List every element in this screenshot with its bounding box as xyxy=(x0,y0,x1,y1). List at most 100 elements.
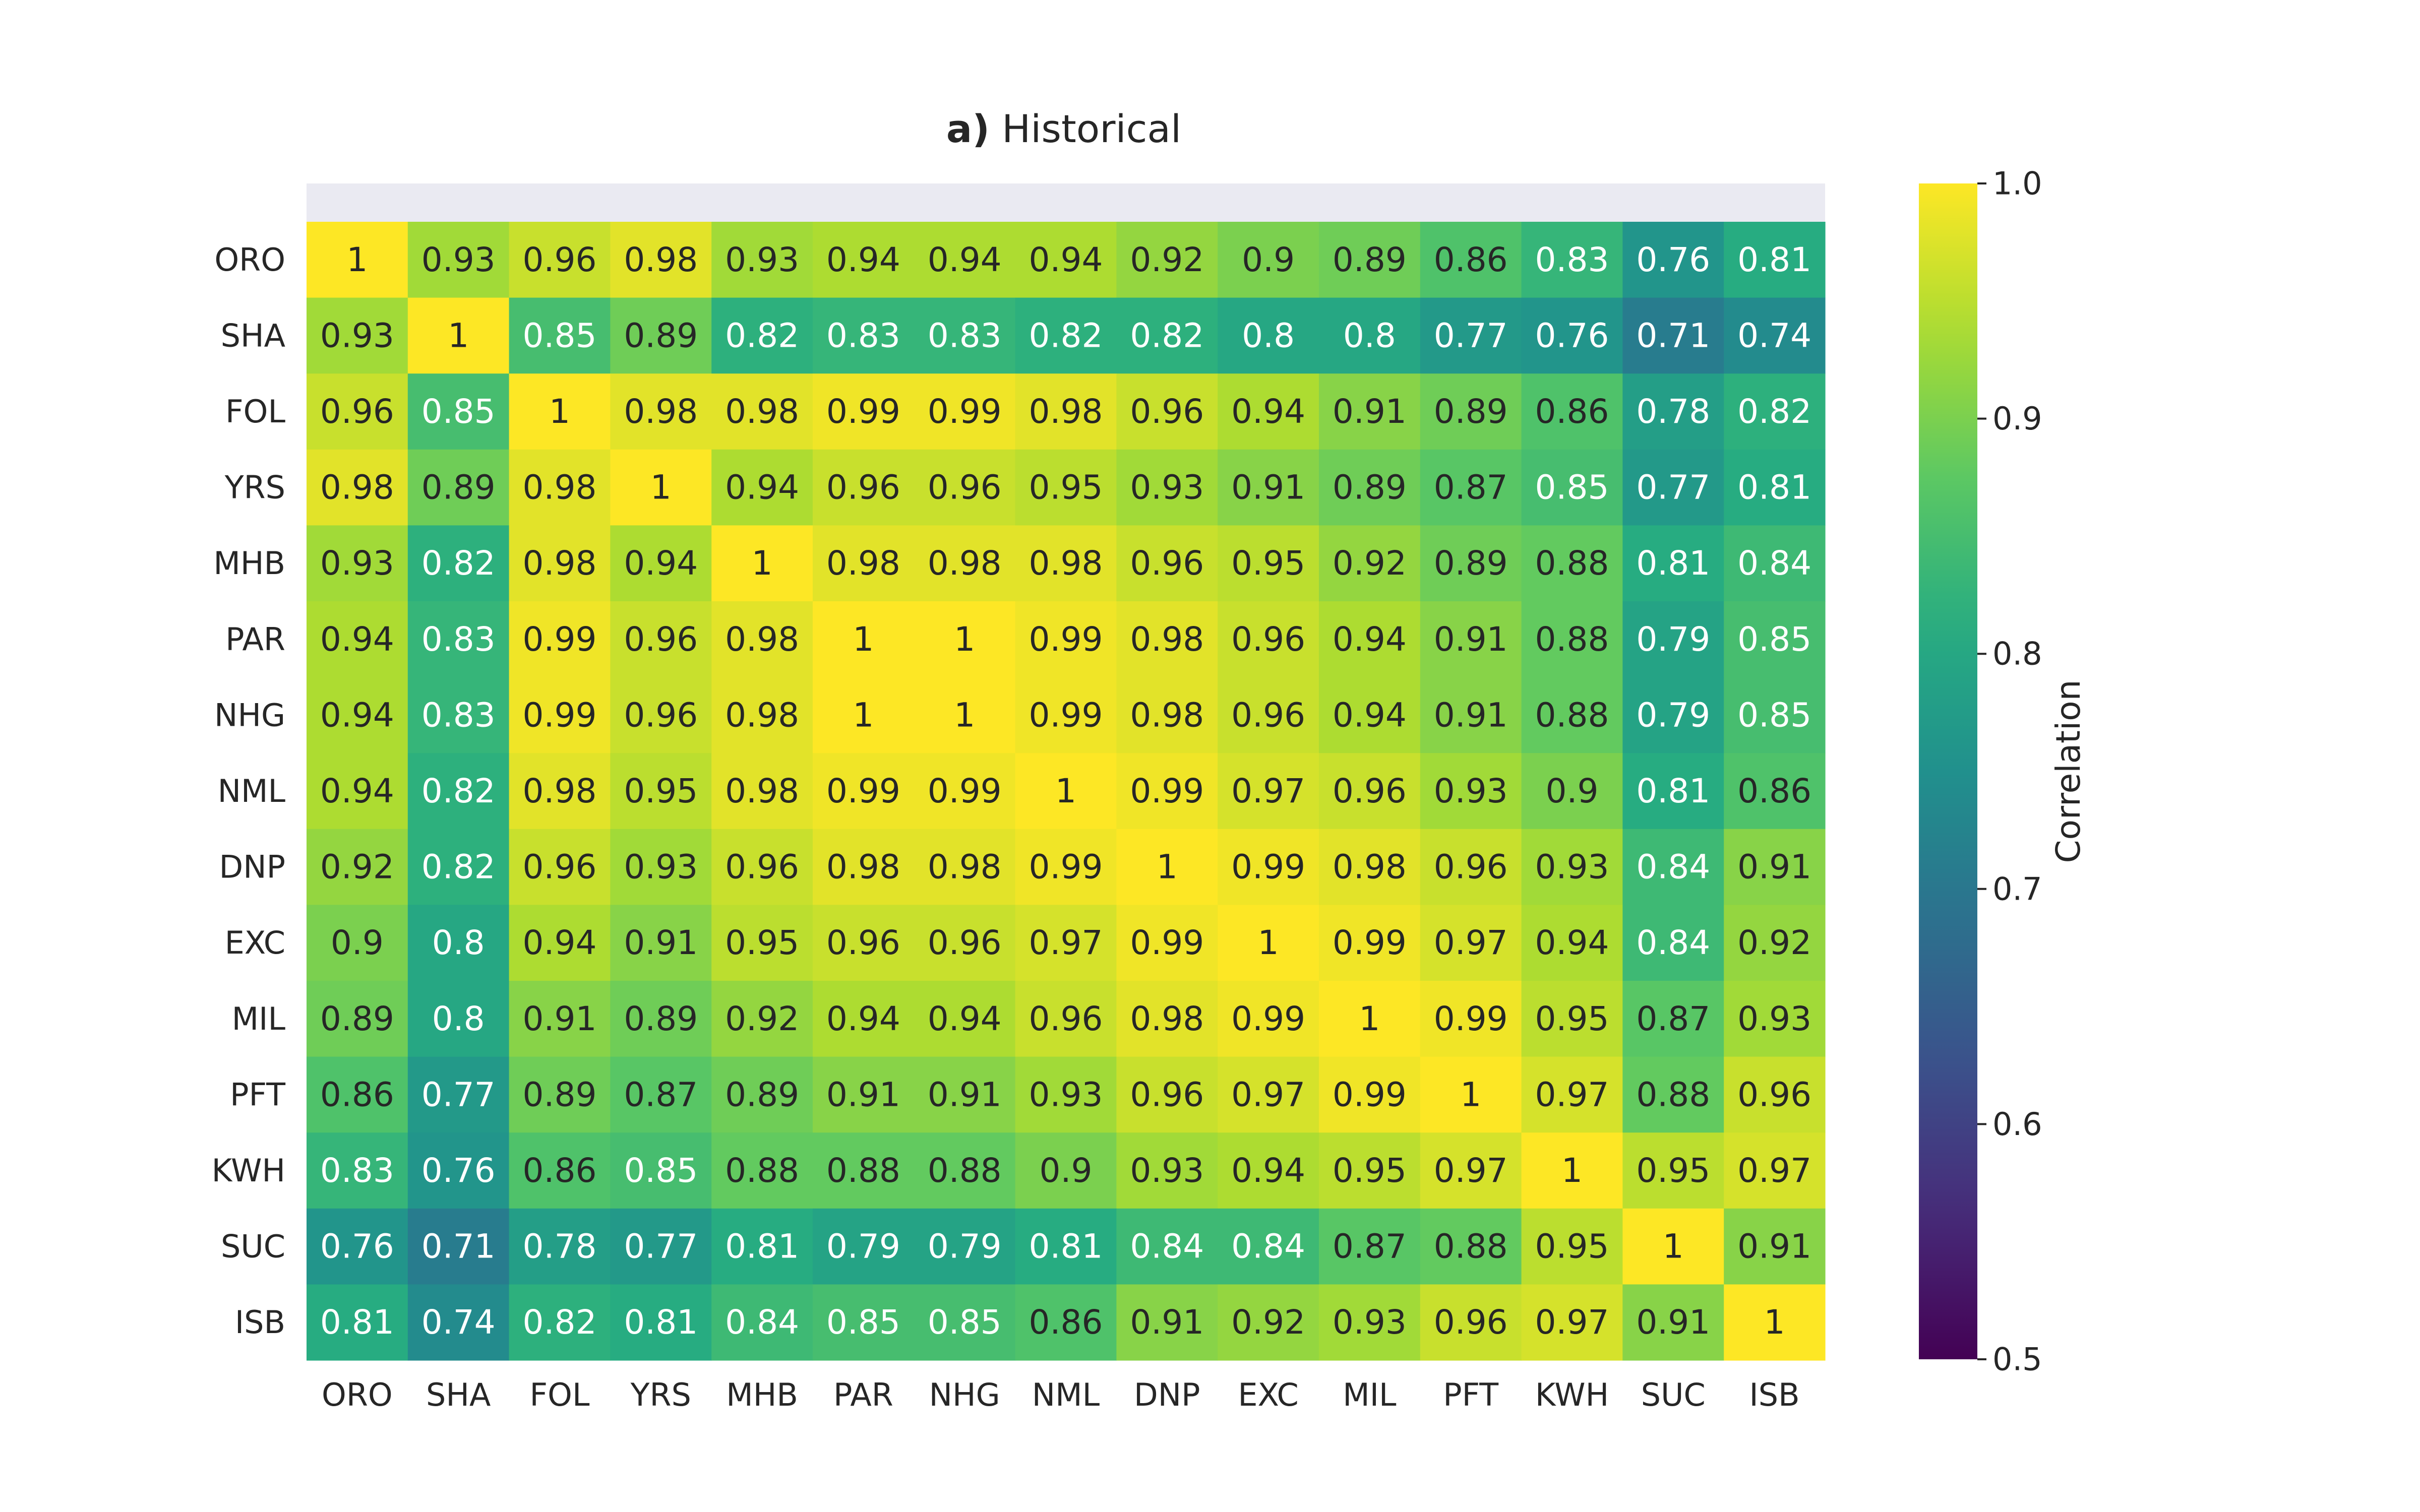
cell-value-label: 0.97 xyxy=(1535,1303,1609,1342)
chart-title: a) Historical xyxy=(946,106,1181,151)
title-prefix: a) xyxy=(946,106,990,151)
cell-value-label: 0.91 xyxy=(1130,1303,1204,1342)
heatmap-cell xyxy=(1420,1208,1522,1285)
heatmap-cell xyxy=(1420,829,1522,905)
cell-value-label: 0.94 xyxy=(928,999,1002,1038)
row-tick-labels: ORO SHA FOL YRS MHB PAR NHG NML DNP EXC MIL PFT KWH S… xyxy=(212,241,286,1341)
cell-value-label: 0.98 xyxy=(725,772,799,810)
cell-value-label: 0.82 xyxy=(1130,316,1204,355)
cell-value-label: 0.96 xyxy=(1333,772,1407,810)
cell-value-label: 0.76 xyxy=(421,1151,496,1190)
heatmap-cell xyxy=(1015,981,1117,1057)
cell-value-label: 0.85 xyxy=(1737,696,1811,734)
heatmap-cell xyxy=(914,1208,1016,1285)
cell-value-label: 0.77 xyxy=(421,1075,496,1114)
heatmap-cell xyxy=(307,601,408,678)
cell-value-label: 0.84 xyxy=(725,1303,799,1342)
cell-value-label: 0.91 xyxy=(1231,468,1305,507)
column-tick-label: MIL xyxy=(1343,1376,1397,1413)
heatmap-cell xyxy=(1521,677,1623,753)
cell-value-label: 0.84 xyxy=(1231,1227,1305,1266)
heatmap-cell xyxy=(1015,222,1117,298)
cell-value-label: 0.94 xyxy=(624,544,698,583)
heatmap-cell xyxy=(610,1132,712,1209)
heatmap-cell xyxy=(1116,297,1218,374)
heatmap-cell xyxy=(914,981,1016,1057)
heatmap-cell xyxy=(1116,601,1218,678)
title-main: Historical xyxy=(990,106,1181,151)
cell-value-label: 0.93 xyxy=(1535,848,1609,887)
heatmap-cell xyxy=(1622,829,1724,905)
cell-value-label: 0.94 xyxy=(1535,923,1609,962)
cell-value-label: 0.91 xyxy=(1737,848,1811,887)
cell-value-label: 0.74 xyxy=(421,1303,496,1342)
heatmap-cell xyxy=(1724,601,1826,678)
cell-value-label: 0.95 xyxy=(1231,544,1305,583)
heatmap-cell xyxy=(407,1284,510,1361)
heatmap-cell xyxy=(610,981,712,1057)
cell-value-label: 0.98 xyxy=(725,696,799,734)
row-tick-label: NML xyxy=(218,773,286,809)
cell-value-label: 0.87 xyxy=(1434,468,1508,507)
heatmap-cell xyxy=(407,905,510,981)
cell-value-label: 0.95 xyxy=(1535,1227,1609,1266)
cell-value-label: 0.98 xyxy=(523,772,597,810)
cell-value-label: 0.71 xyxy=(421,1227,496,1266)
cell-value-label: 0.92 xyxy=(725,999,799,1038)
heatmap-cell xyxy=(711,677,813,753)
cell-value-label: 0.97 xyxy=(1231,1075,1305,1114)
heatmap-cell xyxy=(407,222,510,298)
cell-value-label: 0.91 xyxy=(928,1075,1002,1114)
cell-value-label: 0.95 xyxy=(1029,468,1103,507)
row-tick-label: MHB xyxy=(213,545,285,582)
cell-value-label: 0.85 xyxy=(928,1303,1002,1342)
heatmap-cell xyxy=(1622,1284,1724,1361)
heatmap-cell xyxy=(813,525,915,602)
cell-value-label: 0.99 xyxy=(1029,620,1103,659)
cell-value-label: 0.81 xyxy=(1029,1227,1103,1266)
heatmap-cell xyxy=(407,1132,510,1209)
row-tick-label: PFT xyxy=(230,1076,286,1113)
cell-value-label: 0.88 xyxy=(1636,1075,1710,1114)
cell-value-label: 0.91 xyxy=(523,999,597,1038)
heatmap-cell xyxy=(1521,1208,1623,1285)
heatmap-cell xyxy=(1420,753,1522,830)
cell-value-label: 0.95 xyxy=(1333,1151,1407,1190)
heatmap-cell xyxy=(509,905,611,981)
heatmap-cell xyxy=(1622,1056,1724,1133)
heatmap-cell xyxy=(914,601,1016,678)
heatmap-cell xyxy=(610,449,712,526)
heatmap-cell xyxy=(1622,525,1724,602)
heatmap-cell xyxy=(509,1056,611,1133)
cell-value-label: 0.88 xyxy=(1434,1227,1508,1266)
heatmap-cell xyxy=(1218,449,1319,526)
cell-value-label: 0.8 xyxy=(1343,316,1396,355)
heatmap-cell xyxy=(1218,1208,1319,1285)
heatmap-cell xyxy=(1015,373,1117,450)
cell-value-label: 1 xyxy=(1258,923,1279,962)
cell-value-label: 1 xyxy=(448,316,469,355)
heatmap-cell xyxy=(610,677,712,753)
cell-value-label: 0.85 xyxy=(624,1151,698,1190)
heatmap-cell xyxy=(1116,1056,1218,1133)
cell-value-label: 0.77 xyxy=(624,1227,698,1266)
heatmap-cell xyxy=(1622,905,1724,981)
colorbar-tick-label: 0.9 xyxy=(1992,400,2042,437)
heatmap-cell xyxy=(1420,905,1522,981)
heatmap-cell xyxy=(307,1056,408,1133)
cell-value-label: 0.95 xyxy=(1636,1151,1710,1190)
heatmap-cell xyxy=(813,601,915,678)
heatmap-cell xyxy=(610,525,712,602)
heatmap-cell xyxy=(1116,525,1218,602)
colorbar-tick-label: 0.6 xyxy=(1992,1106,2042,1143)
cell-value-label: 0.87 xyxy=(1333,1227,1407,1266)
heatmap-cell xyxy=(1015,1056,1117,1133)
cell-value-label: 0.88 xyxy=(725,1151,799,1190)
heatmap-cell xyxy=(1218,373,1319,450)
heatmap-cell xyxy=(509,297,611,374)
heatmap-cell xyxy=(1420,449,1522,526)
cell-value-label: 0.99 xyxy=(1434,999,1508,1038)
heatmap-cell xyxy=(1420,373,1522,450)
cell-value-label: 0.93 xyxy=(320,544,394,583)
heatmap-cell xyxy=(1015,525,1117,602)
